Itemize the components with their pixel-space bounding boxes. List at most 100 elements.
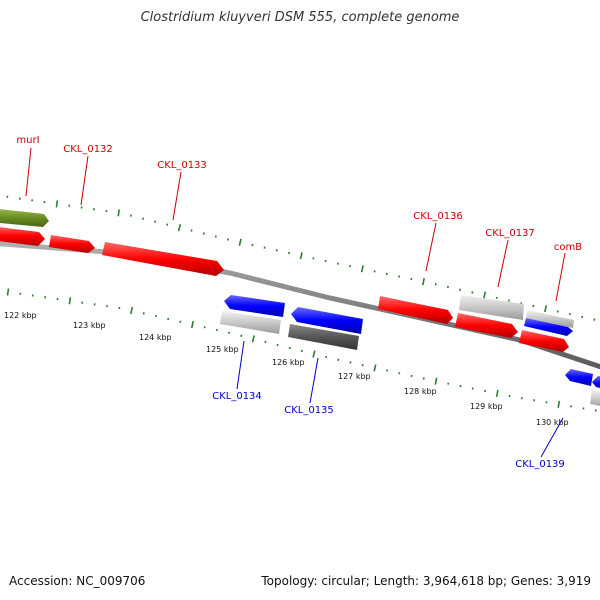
gene-arrow-red[interactable] bbox=[0, 226, 45, 246]
gene-arrow-light-gray[interactable] bbox=[459, 295, 524, 320]
gene-label-CKL_0132[interactable]: CKL_0132 bbox=[63, 144, 113, 155]
gene-arrow-light-gray[interactable] bbox=[526, 310, 574, 328]
tick-mark bbox=[446, 285, 449, 289]
accession-text: Accession: NC_009706 bbox=[9, 574, 146, 588]
tick-mark bbox=[556, 310, 559, 313]
gene-arrow-blue[interactable] bbox=[224, 295, 285, 317]
scale-label: 125 kbp bbox=[206, 345, 239, 354]
tick-mark bbox=[422, 278, 425, 286]
tick-mark bbox=[129, 214, 132, 217]
tick-mark bbox=[154, 220, 157, 223]
leader-murI bbox=[25, 147, 32, 197]
tick-mark bbox=[68, 297, 72, 305]
gene-label-comB[interactable]: comB bbox=[554, 242, 582, 253]
gene-label-CKL_0135[interactable]: CKL_0135 bbox=[284, 405, 334, 416]
leader-CKL_0139 bbox=[540, 417, 564, 458]
tick-mark bbox=[495, 296, 498, 300]
tick-mark bbox=[6, 288, 10, 296]
tick-mark bbox=[130, 307, 134, 315]
tick-mark bbox=[154, 314, 157, 318]
tick-mark bbox=[251, 335, 255, 343]
tick-mark bbox=[142, 312, 145, 315]
scale-label: 127 kbp bbox=[338, 372, 371, 381]
gene-arrow-blue[interactable] bbox=[524, 318, 573, 336]
leader-CKL_0132 bbox=[80, 155, 89, 206]
tick-mark bbox=[483, 291, 487, 299]
gene-label-CKL_0133[interactable]: CKL_0133 bbox=[157, 160, 207, 171]
genome-summary-text: Topology: circular; Length: 3,964,618 bp… bbox=[261, 574, 591, 588]
gene-arrow-blue[interactable] bbox=[565, 369, 593, 386]
scale-label: 124 kbp bbox=[139, 333, 172, 342]
tick-mark bbox=[55, 200, 59, 208]
tick-mark bbox=[373, 364, 377, 372]
tick-mark bbox=[495, 389, 499, 398]
gene-arrow-light-gray[interactable] bbox=[220, 311, 281, 334]
tick-mark bbox=[360, 265, 364, 273]
gene-arrow-red[interactable] bbox=[49, 235, 95, 253]
gene-label-leaders bbox=[25, 147, 566, 458]
gene-label-CKL_0134[interactable]: CKL_0134 bbox=[212, 391, 262, 402]
gene-arrow-blue[interactable] bbox=[291, 307, 363, 334]
leader-comB bbox=[555, 252, 566, 302]
gene-arrow-light-gray[interactable] bbox=[590, 390, 600, 408]
tick-mark bbox=[167, 317, 170, 321]
tick-mark bbox=[190, 320, 195, 329]
tick-mark bbox=[568, 312, 571, 316]
tick-mark bbox=[177, 224, 182, 232]
gene-label-CKL_0137[interactable]: CKL_0137 bbox=[485, 228, 535, 239]
tick-mark bbox=[398, 275, 401, 278]
tick-mark bbox=[422, 377, 425, 380]
scale-label: 129 kbp bbox=[470, 402, 503, 411]
gene-arrow-red[interactable] bbox=[519, 330, 569, 352]
inner-tick-ring bbox=[6, 288, 597, 412]
gene-features bbox=[0, 208, 600, 408]
leader-CKL_0134 bbox=[236, 340, 245, 390]
scale-labels: 122 kbp 123 kbp 124 kbp 125 kbp 126 kbp 127 k… bbox=[4, 311, 569, 427]
scale-label: 130 kbp bbox=[536, 418, 569, 427]
tick-mark bbox=[288, 346, 291, 350]
tick-mark bbox=[190, 229, 193, 232]
gene-arrow-dark-gray[interactable] bbox=[288, 324, 359, 350]
tick-mark bbox=[312, 257, 315, 260]
tick-mark bbox=[581, 315, 584, 319]
tick-mark bbox=[264, 340, 267, 344]
scale-label: 123 kbp bbox=[73, 321, 106, 330]
gene-arrow-olive[interactable] bbox=[0, 208, 49, 227]
scale-label: 126 kbp bbox=[272, 358, 305, 367]
gene-arrow-red[interactable] bbox=[378, 296, 453, 324]
gene-label-CKL_0136[interactable]: CKL_0136 bbox=[413, 211, 463, 222]
tick-mark bbox=[593, 318, 596, 321]
gene-labels: murI CKL_0132 CKL_0133 CKL_0136 CKL_0137 comB… bbox=[16, 135, 582, 470]
tick-mark bbox=[532, 304, 535, 308]
leader-CKL_0135 bbox=[309, 357, 319, 404]
tick-mark bbox=[202, 232, 205, 235]
tick-mark bbox=[324, 259, 327, 263]
tick-mark bbox=[507, 299, 510, 302]
map-title: Clostridium kluyveri DSM 555, complete g… bbox=[140, 10, 460, 25]
tick-mark bbox=[544, 305, 548, 313]
tick-mark bbox=[471, 291, 474, 294]
tick-mark bbox=[117, 209, 120, 217]
tick-mark bbox=[240, 334, 243, 337]
tick-mark bbox=[299, 252, 303, 260]
scale-label: 128 kbp bbox=[404, 387, 437, 396]
tick-mark bbox=[300, 349, 303, 353]
gene-arrow-red[interactable] bbox=[102, 242, 224, 276]
tick-mark bbox=[238, 238, 242, 246]
tick-mark bbox=[312, 350, 316, 358]
scale-label: 122 kbp bbox=[4, 311, 37, 320]
gene-arrow-blue[interactable] bbox=[592, 376, 600, 391]
tick-mark bbox=[142, 217, 145, 220]
gene-arrow-red[interactable] bbox=[455, 313, 518, 338]
tick-mark bbox=[214, 235, 217, 238]
tick-mark bbox=[434, 377, 438, 385]
tick-mark bbox=[459, 288, 462, 291]
leader-CKL_0133 bbox=[172, 171, 182, 221]
outer-tick-ring bbox=[6, 195, 596, 321]
leader-CKL_0136 bbox=[425, 222, 437, 272]
gene-label-murI[interactable]: murI bbox=[16, 135, 39, 146]
gene-label-CKL_0139[interactable]: CKL_0139 bbox=[515, 459, 565, 470]
leader-CKL_0137 bbox=[497, 239, 509, 288]
